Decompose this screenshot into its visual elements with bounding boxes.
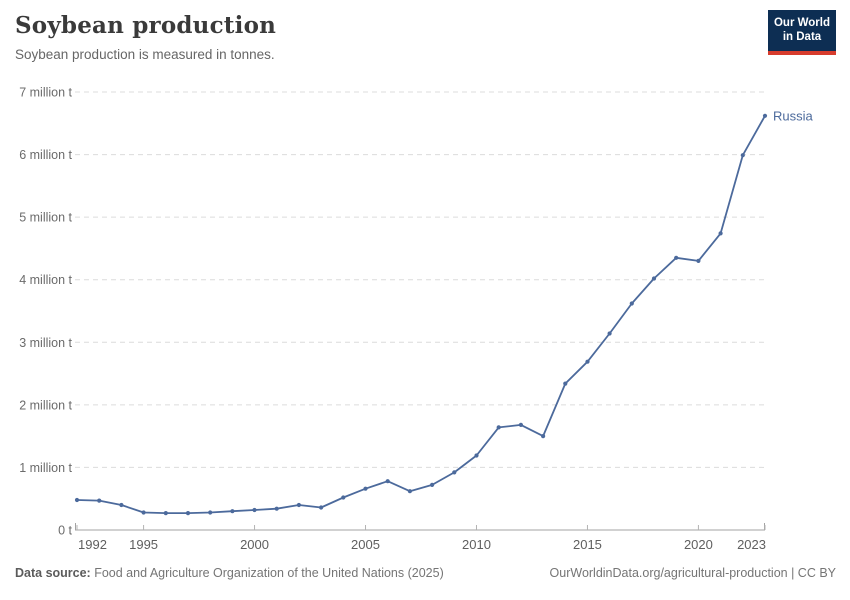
license-note[interactable]: OurWorldinData.org/agricultural-producti…	[549, 566, 836, 580]
x-axis-tick-label: 2010	[462, 537, 491, 552]
data-source-text: Food and Agriculture Organization of the…	[94, 566, 444, 580]
y-axis-tick-label: 7 million t	[19, 86, 72, 100]
y-axis-tick-label: 3 million t	[19, 336, 72, 350]
data-point-marker[interactable]	[696, 258, 701, 263]
data-point-marker[interactable]	[185, 510, 191, 516]
owid-logo-line2: in Data	[782, 30, 822, 43]
series-label-russia[interactable]: Russia	[773, 108, 814, 123]
y-axis-tick-label: 2 million t	[19, 398, 72, 412]
data-source-note: Data source: Food and Agriculture Organi…	[15, 566, 444, 580]
y-axis-tick-label: 1 million t	[19, 461, 72, 475]
x-axis-tick-label: 1995	[129, 537, 158, 552]
x-axis-tick-label: 2000	[240, 537, 269, 552]
data-point-marker[interactable]	[674, 255, 679, 260]
data-point-marker[interactable]	[607, 331, 612, 336]
data-point-marker[interactable]	[385, 479, 390, 484]
data-point-marker[interactable]	[319, 505, 324, 510]
data-point-marker[interactable]	[97, 498, 102, 503]
data-point-marker[interactable]	[718, 231, 723, 236]
y-axis-tick-label: 5 million t	[19, 211, 72, 225]
x-axis-tick-label: 2005	[351, 537, 380, 552]
russia-series-line[interactable]	[76, 114, 766, 514]
data-source-label: Data source:	[15, 566, 91, 580]
data-point-marker[interactable]	[163, 510, 168, 516]
data-point-marker[interactable]	[585, 359, 590, 364]
data-point-marker[interactable]	[296, 502, 301, 508]
x-axis-tick-label: 2020	[684, 537, 713, 552]
chart-footer: Data source: Food and Agriculture Organi…	[15, 566, 836, 580]
x-axis-tick-label: 1992	[78, 537, 107, 552]
y-axis-tick-label: 0 t	[58, 524, 72, 538]
chart-header: Soybean production Soybean production is…	[15, 12, 276, 62]
data-point-marker[interactable]	[363, 486, 368, 491]
data-point-marker[interactable]	[740, 153, 745, 158]
data-point-marker[interactable]	[341, 495, 346, 500]
data-point-marker[interactable]	[762, 113, 768, 118]
x-axis-tick-label: 2015	[573, 537, 602, 552]
chart-subtitle: Soybean production is measured in tonnes…	[15, 47, 275, 62]
data-point-marker[interactable]	[407, 489, 412, 494]
data-point-marker[interactable]	[430, 482, 435, 487]
data-point-marker[interactable]	[563, 381, 568, 386]
data-point-marker[interactable]	[541, 434, 546, 439]
x-axis-tick-label: 2023	[737, 537, 766, 552]
page-title: Soybean production	[15, 12, 277, 39]
data-point-marker[interactable]	[452, 470, 457, 475]
data-point-marker[interactable]	[651, 276, 657, 281]
data-point-marker[interactable]	[74, 497, 80, 503]
owid-logo-text: Our World in Data	[768, 10, 836, 55]
y-axis-tick-label: 4 million t	[19, 273, 72, 287]
data-point-marker[interactable]	[496, 425, 501, 430]
data-point-marker[interactable]	[208, 510, 213, 515]
owid-logo-line1: Our World	[773, 17, 830, 29]
data-point-marker[interactable]	[252, 507, 257, 513]
data-point-marker[interactable]	[274, 506, 279, 511]
data-point-marker[interactable]	[518, 422, 524, 427]
data-point-marker[interactable]	[629, 301, 634, 306]
y-axis-tick-label: 6 million t	[19, 148, 72, 162]
data-point-marker[interactable]	[230, 509, 235, 514]
data-point-marker[interactable]	[119, 502, 124, 508]
data-point-marker[interactable]	[474, 453, 479, 458]
data-point-marker[interactable]	[141, 510, 146, 515]
owid-logo: Our World in Data	[768, 10, 836, 55]
